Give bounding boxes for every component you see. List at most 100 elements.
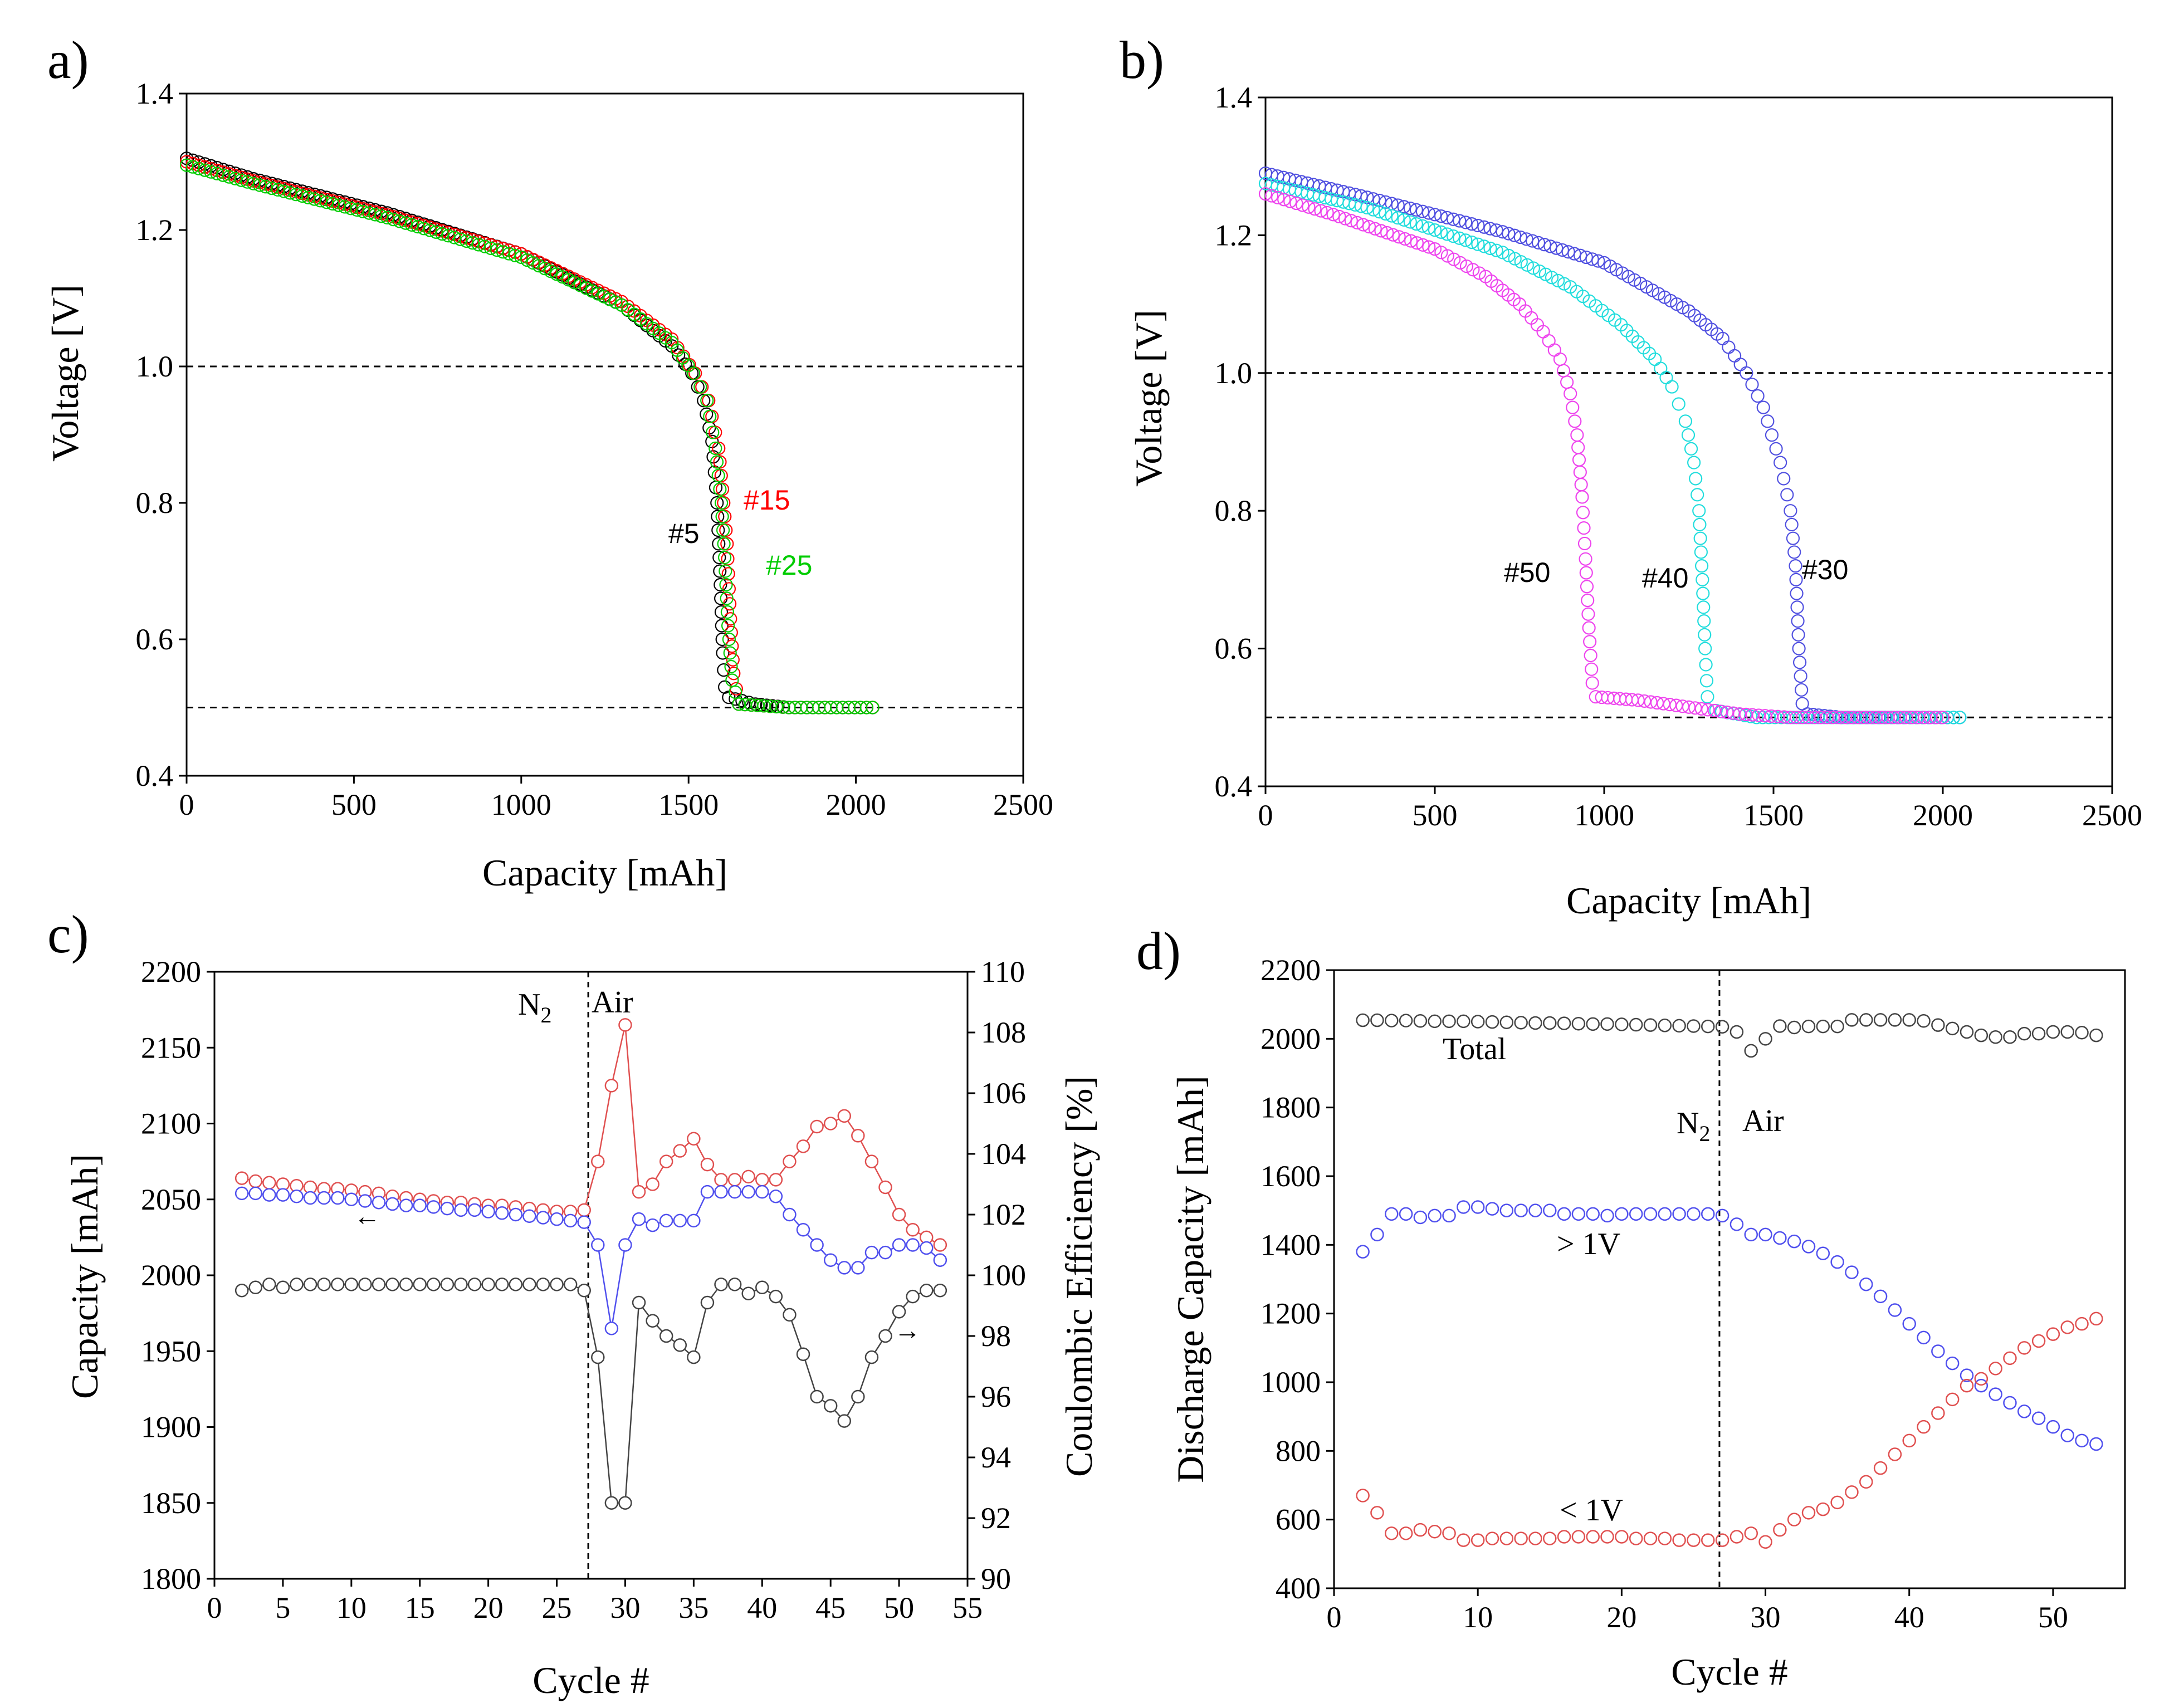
x-tick-label: 1500 — [658, 788, 719, 821]
data-point — [1787, 1020, 1801, 1035]
data-point — [1989, 1030, 2002, 1044]
data-point — [1366, 203, 1380, 217]
y-tick-label: 0.8 — [136, 486, 174, 520]
panel-a-label: a) — [47, 30, 89, 90]
y-right-tick-label: 96 — [981, 1380, 1011, 1413]
data-point — [358, 1278, 372, 1291]
y-tick-label: 2150 — [141, 1031, 201, 1064]
data-point — [2046, 1025, 2060, 1039]
data-point — [1795, 683, 1809, 697]
data-point — [1790, 586, 1804, 600]
data-point — [1931, 1406, 1945, 1420]
y-tick-label: 1600 — [1261, 1159, 1321, 1193]
data-point — [1557, 277, 1571, 291]
data-point — [717, 663, 731, 677]
panel-a-chart: 0 500 1000 1500 2000 2500 0.4 0.6 0.8 1.0 1.2 1.4 V… — [44, 77, 1053, 894]
y-tick-label: 1.0 — [1215, 356, 1253, 390]
panel-c-arrow-left: ← — [354, 1202, 380, 1231]
data-point — [1756, 400, 1770, 414]
data-point — [1615, 1017, 1629, 1031]
data-point — [1547, 343, 1561, 357]
data-point — [783, 1207, 797, 1222]
data-point — [204, 165, 218, 179]
panel-a-reference-lines — [187, 365, 1023, 708]
data-point — [1514, 1016, 1528, 1030]
data-point — [1434, 246, 1448, 260]
y-right-tick-label: 110 — [981, 955, 1025, 988]
data-point — [1947, 711, 1961, 725]
data-point — [262, 1176, 276, 1190]
data-point — [466, 236, 480, 250]
y-tick-label: 2200 — [141, 955, 201, 988]
data-point — [427, 1278, 441, 1291]
data-point — [1326, 208, 1340, 222]
data-point — [1457, 1200, 1470, 1214]
data-point — [1888, 1447, 1902, 1461]
data-point — [1774, 456, 1787, 469]
x-tick-label: 1500 — [1743, 799, 1804, 832]
data-point — [727, 1173, 742, 1187]
panel-d-ylabel: Discharge Capacity [mAh] — [1169, 1075, 1211, 1482]
data-point — [1457, 1014, 1470, 1029]
data-point — [252, 178, 267, 192]
data-point — [920, 1284, 934, 1298]
data-point — [1574, 478, 1588, 492]
x-tick-label: 2500 — [993, 788, 1053, 821]
data-point — [413, 1198, 427, 1212]
x-tick-label: 15 — [405, 1591, 435, 1624]
data-point — [810, 1119, 824, 1134]
data-point — [502, 247, 516, 261]
data-point — [350, 203, 364, 217]
data-point — [864, 1245, 879, 1260]
data-point — [714, 496, 729, 510]
data-point — [344, 1278, 359, 1291]
data-point — [1514, 1203, 1528, 1217]
panel-c-frame — [213, 971, 969, 1580]
data-point — [1586, 1017, 1600, 1031]
data-point — [851, 1261, 865, 1275]
data-point — [719, 578, 733, 592]
data-point — [1784, 504, 1797, 518]
data-point — [440, 1201, 455, 1216]
x-tick-label: 30 — [1751, 1601, 1781, 1634]
data-point — [1945, 1356, 1960, 1371]
data-point — [1466, 263, 1480, 277]
data-point — [1399, 1014, 1413, 1027]
data-point — [1397, 200, 1411, 214]
panel-d-label: d) — [1136, 921, 1181, 981]
data-point — [1370, 1227, 1384, 1242]
data-point — [1502, 248, 1516, 263]
data-point — [1453, 231, 1467, 245]
data-point — [1543, 1203, 1557, 1217]
data-point — [715, 632, 729, 647]
data-point — [632, 1185, 646, 1199]
data-point — [1526, 261, 1540, 275]
data-point — [1816, 1246, 1830, 1260]
data-point — [2003, 1396, 2017, 1410]
data-point — [1643, 1531, 1658, 1545]
data-point — [1765, 428, 1779, 442]
data-point — [1744, 1044, 1758, 1058]
data-point — [1372, 193, 1386, 208]
data-point — [1701, 690, 1714, 704]
data-point — [1953, 711, 1967, 725]
data-point — [1507, 228, 1522, 242]
data-point — [1675, 699, 1689, 713]
data-point — [711, 523, 725, 537]
data-point — [2046, 1327, 2060, 1341]
panel-c-n2-label: N2 — [518, 987, 551, 1027]
x-tick-label: 40 — [1894, 1601, 1924, 1634]
data-point — [1873, 1461, 1888, 1475]
data-point — [1902, 1433, 1916, 1448]
data-point — [687, 366, 701, 380]
data-point — [618, 1496, 632, 1510]
data-point — [222, 170, 236, 184]
data-point — [721, 567, 735, 581]
data-point — [1538, 267, 1553, 281]
data-point — [720, 537, 734, 551]
data-point — [609, 295, 623, 309]
data-point — [1385, 209, 1399, 223]
data-point — [301, 190, 315, 204]
panel-d-frame — [1333, 969, 2126, 1589]
data-point — [1502, 227, 1516, 241]
